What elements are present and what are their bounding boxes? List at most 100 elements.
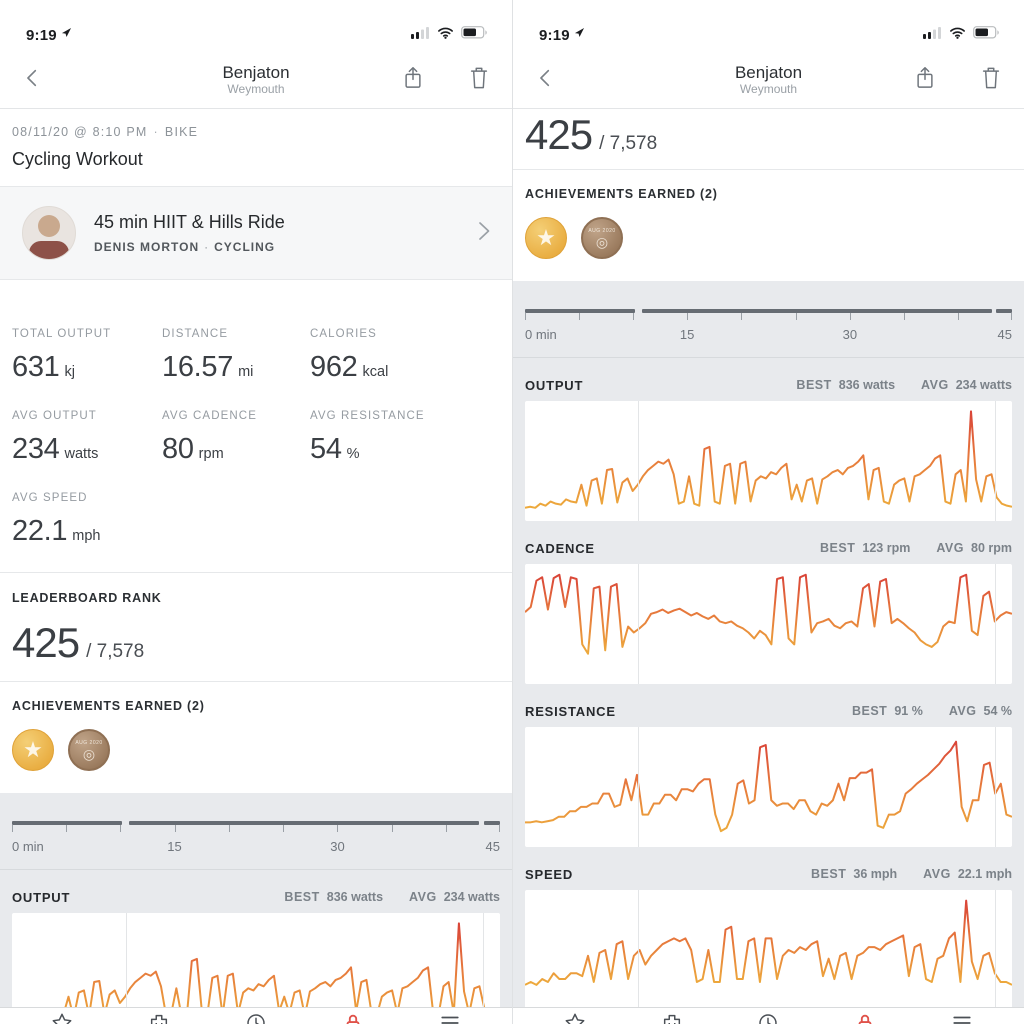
tab-featured[interactable] bbox=[45, 1008, 79, 1024]
status-time: 9:19 bbox=[26, 26, 57, 44]
achievements-section: ACHIEVEMENTS EARNED (2) ★ AUG 2020 ◎ bbox=[0, 682, 512, 793]
timeline-ticks bbox=[12, 825, 500, 833]
swirl-glyph-icon: ◎ bbox=[595, 233, 609, 250]
tab-schedule[interactable] bbox=[751, 1008, 785, 1024]
tab-classes[interactable] bbox=[142, 1008, 176, 1024]
leaderboard-section: LEADERBOARD RANK 425 / 7,578 bbox=[0, 573, 512, 682]
achievements-label: ACHIEVEMENTS EARNED (2) bbox=[12, 699, 205, 713]
avg-value: 234 watts bbox=[955, 378, 1012, 392]
trash-icon bbox=[468, 65, 490, 94]
leaderboard-rank: 425 bbox=[525, 111, 593, 158]
instructor-avatar bbox=[22, 206, 76, 260]
chevron-right-icon bbox=[474, 219, 494, 248]
star-icon bbox=[564, 1008, 586, 1024]
tab-schedule[interactable] bbox=[239, 1008, 273, 1024]
avg-label: AVG bbox=[409, 890, 437, 904]
star-icon bbox=[51, 1008, 73, 1024]
back-button[interactable] bbox=[22, 67, 44, 92]
menu-icon bbox=[439, 1008, 461, 1024]
tab-bar bbox=[0, 1007, 512, 1024]
stat-cell: TOTAL OUTPUT 631 kj bbox=[12, 328, 112, 383]
workout-header-section: 08/11/20 @ 8:10 PM · BIKE Cycling Workout bbox=[0, 109, 512, 186]
status-time: 9:19 bbox=[539, 26, 570, 44]
wifi-icon bbox=[949, 26, 966, 44]
class-card[interactable]: 45 min HIIT & Hills Ride DENIS MORTON · CY… bbox=[0, 186, 512, 280]
location-arrow-icon bbox=[60, 26, 73, 44]
best-value: 836 watts bbox=[838, 378, 896, 392]
avg-label: AVG bbox=[921, 378, 949, 392]
stat-cell: DISTANCE 16.57 mi bbox=[162, 328, 254, 383]
timeline-scrubber[interactable]: 0 min 15 30 45 bbox=[0, 793, 512, 870]
timeline-ticks bbox=[525, 313, 1012, 321]
share-button[interactable] bbox=[914, 65, 936, 94]
timeline-scrubber[interactable]: 0 min 15 30 45 bbox=[513, 281, 1024, 358]
best-label: BEST bbox=[811, 867, 847, 881]
tab-classes[interactable] bbox=[655, 1008, 689, 1024]
aug-2020-badge[interactable]: AUG 2020 ◎ bbox=[581, 217, 623, 259]
output-chart-block: OUTPUT BEST 836 watts AVG 234 watts bbox=[0, 883, 512, 1024]
back-chevron-icon bbox=[535, 67, 557, 92]
clock-icon bbox=[757, 1008, 779, 1024]
menu-icon bbox=[951, 1008, 973, 1024]
resistance-chart bbox=[525, 727, 1012, 847]
stat-cell: AVG RESISTANCE 54% bbox=[310, 410, 425, 465]
output-chart-block: OUTPUT BEST 836 watts AVG 234 watts bbox=[513, 371, 1024, 521]
signal-icon bbox=[411, 26, 430, 44]
tab-more[interactable] bbox=[945, 1008, 979, 1024]
best-value: 91 % bbox=[894, 704, 923, 718]
gold-star-badge[interactable]: ★ bbox=[525, 217, 567, 259]
leaderboard-rank: 425 bbox=[12, 619, 80, 666]
tab-featured[interactable] bbox=[558, 1008, 592, 1024]
instructor-name: DENIS MORTON bbox=[94, 240, 200, 254]
page-subtitle: Weymouth bbox=[227, 81, 285, 96]
share-icon bbox=[914, 65, 936, 94]
best-value: 36 mph bbox=[853, 867, 898, 881]
lock-icon bbox=[342, 1008, 364, 1024]
wifi-icon bbox=[437, 26, 454, 44]
nav-title-block: Benjaton Weymouth bbox=[593, 63, 944, 96]
back-button[interactable] bbox=[535, 67, 557, 92]
gold-star-badge[interactable]: ★ bbox=[12, 729, 54, 771]
tab-profile[interactable] bbox=[848, 1008, 882, 1024]
stat-cell: CALORIES 962 kcal bbox=[310, 328, 389, 383]
tab-profile[interactable] bbox=[336, 1008, 370, 1024]
output-chart bbox=[525, 401, 1012, 521]
avg-label: AVG bbox=[948, 704, 977, 718]
timeline-labels: 0 min 15 30 45 bbox=[525, 327, 1012, 342]
delete-button[interactable] bbox=[980, 65, 1002, 94]
cadence-chart bbox=[525, 564, 1012, 684]
phone-screen-right: 9:19 Benjaton Weymouth 425 / bbox=[512, 0, 1024, 1024]
avg-value: 22.1 mph bbox=[957, 867, 1012, 881]
tab-more[interactable] bbox=[433, 1008, 467, 1024]
best-value: 123 rpm bbox=[862, 541, 911, 555]
speed-chart bbox=[525, 890, 1012, 1010]
avg-label: AVG bbox=[923, 867, 951, 881]
resistance-chart-block: RESISTANCE BEST 91 % AVG 54 % bbox=[513, 697, 1024, 847]
star-glyph-icon: ★ bbox=[536, 225, 556, 250]
chart-title: CADENCE bbox=[525, 540, 595, 556]
avg-value: 234 watts bbox=[443, 890, 500, 904]
delete-button[interactable] bbox=[468, 65, 490, 94]
phone-screen-left: 9:19 Benjaton Weymouth 08/11/20 @ 8:1 bbox=[0, 26, 512, 1024]
nav-bar: Benjaton Weymouth bbox=[513, 50, 1024, 109]
achievements-section: ACHIEVEMENTS EARNED (2) ★ AUG 2020 ◎ bbox=[513, 170, 1024, 281]
signal-icon bbox=[923, 26, 942, 44]
best-label: BEST bbox=[284, 890, 320, 904]
building-icon bbox=[148, 1008, 170, 1024]
page-subtitle: Weymouth bbox=[739, 81, 798, 96]
back-chevron-icon bbox=[22, 67, 44, 92]
nav-bar: Benjaton Weymouth bbox=[0, 50, 512, 109]
aug-2020-badge[interactable]: AUG 2020 ◎ bbox=[68, 729, 110, 771]
lock-icon bbox=[854, 1008, 876, 1024]
best-label: BEST bbox=[820, 541, 856, 555]
share-icon bbox=[402, 65, 424, 94]
avg-value: 80 rpm bbox=[971, 541, 1012, 555]
class-meta: DENIS MORTON · CYCLING bbox=[94, 240, 276, 254]
swirl-glyph-icon: ◎ bbox=[82, 745, 96, 762]
leaderboard-total: / 7,578 bbox=[599, 133, 658, 154]
stat-cell: AVG CADENCE 80 rpm bbox=[162, 410, 257, 465]
share-button[interactable] bbox=[402, 65, 424, 94]
leaderboard-rank-section: 425 / 7,578 bbox=[513, 109, 1024, 170]
avg-value: 54 % bbox=[983, 704, 1013, 718]
charts-area: 0 min 15 30 45 OUTPUT BEST 836 watts AVG 23… bbox=[0, 793, 512, 1024]
